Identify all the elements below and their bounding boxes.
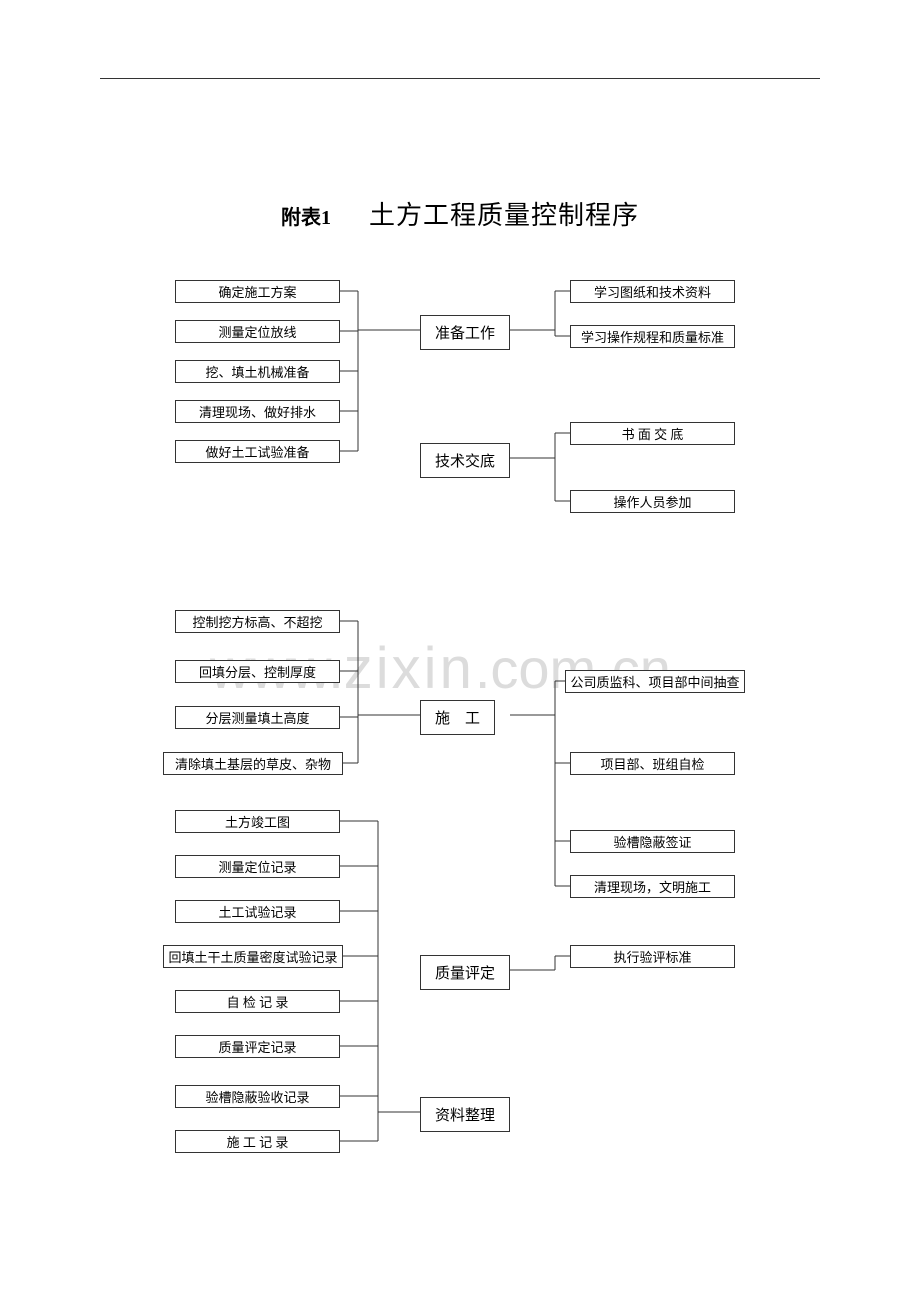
node-construct: 施 工 [420, 700, 495, 735]
left-item: 质量评定记录 [175, 1035, 340, 1058]
left-item: 回填土干土质量密度试验记录 [163, 945, 343, 968]
left-item: 控制挖方标高、不超挖 [175, 610, 340, 633]
right-item: 学习图纸和技术资料 [570, 280, 735, 303]
right-item: 操作人员参加 [570, 490, 735, 513]
left-item: 清除填土基层的草皮、杂物 [163, 752, 343, 775]
node-prep: 准备工作 [420, 315, 510, 350]
left-item: 清理现场、做好排水 [175, 400, 340, 423]
left-item: 测量定位记录 [175, 855, 340, 878]
left-item: 土方竣工图 [175, 810, 340, 833]
page-title: 土方工程质量控制程序 [369, 201, 639, 230]
title-row: 附表1 土方工程质量控制程序 [0, 195, 920, 232]
left-item: 测量定位放线 [175, 320, 340, 343]
left-item: 确定施工方案 [175, 280, 340, 303]
node-tech: 技术交底 [420, 443, 510, 478]
right-item: 清理现场，文明施工 [570, 875, 735, 898]
right-item: 执行验评标准 [570, 945, 735, 968]
top-rule [100, 78, 820, 79]
left-item: 自 检 记 录 [175, 990, 340, 1013]
title-prefix: 附表1 [281, 207, 331, 229]
node-quality: 质量评定 [420, 955, 510, 990]
left-item: 施 工 记 录 [175, 1130, 340, 1153]
left-item: 做好土工试验准备 [175, 440, 340, 463]
right-item: 书 面 交 底 [570, 422, 735, 445]
right-item: 学习操作规程和质量标准 [570, 325, 735, 348]
right-item: 项目部、班组自检 [570, 752, 735, 775]
left-item: 验槽隐蔽验收记录 [175, 1085, 340, 1108]
left-item: 回填分层、控制厚度 [175, 660, 340, 683]
node-docs: 资料整理 [420, 1097, 510, 1132]
right-item: 验槽隐蔽签证 [570, 830, 735, 853]
left-item: 挖、填土机械准备 [175, 360, 340, 383]
left-item: 土工试验记录 [175, 900, 340, 923]
left-item: 分层测量填土高度 [175, 706, 340, 729]
page: 附表1 土方工程质量控制程序 www.zixin.com.cn 准备工作 技术交… [0, 0, 920, 1302]
right-item: 公司质监科、项目部中间抽查 [565, 670, 745, 693]
